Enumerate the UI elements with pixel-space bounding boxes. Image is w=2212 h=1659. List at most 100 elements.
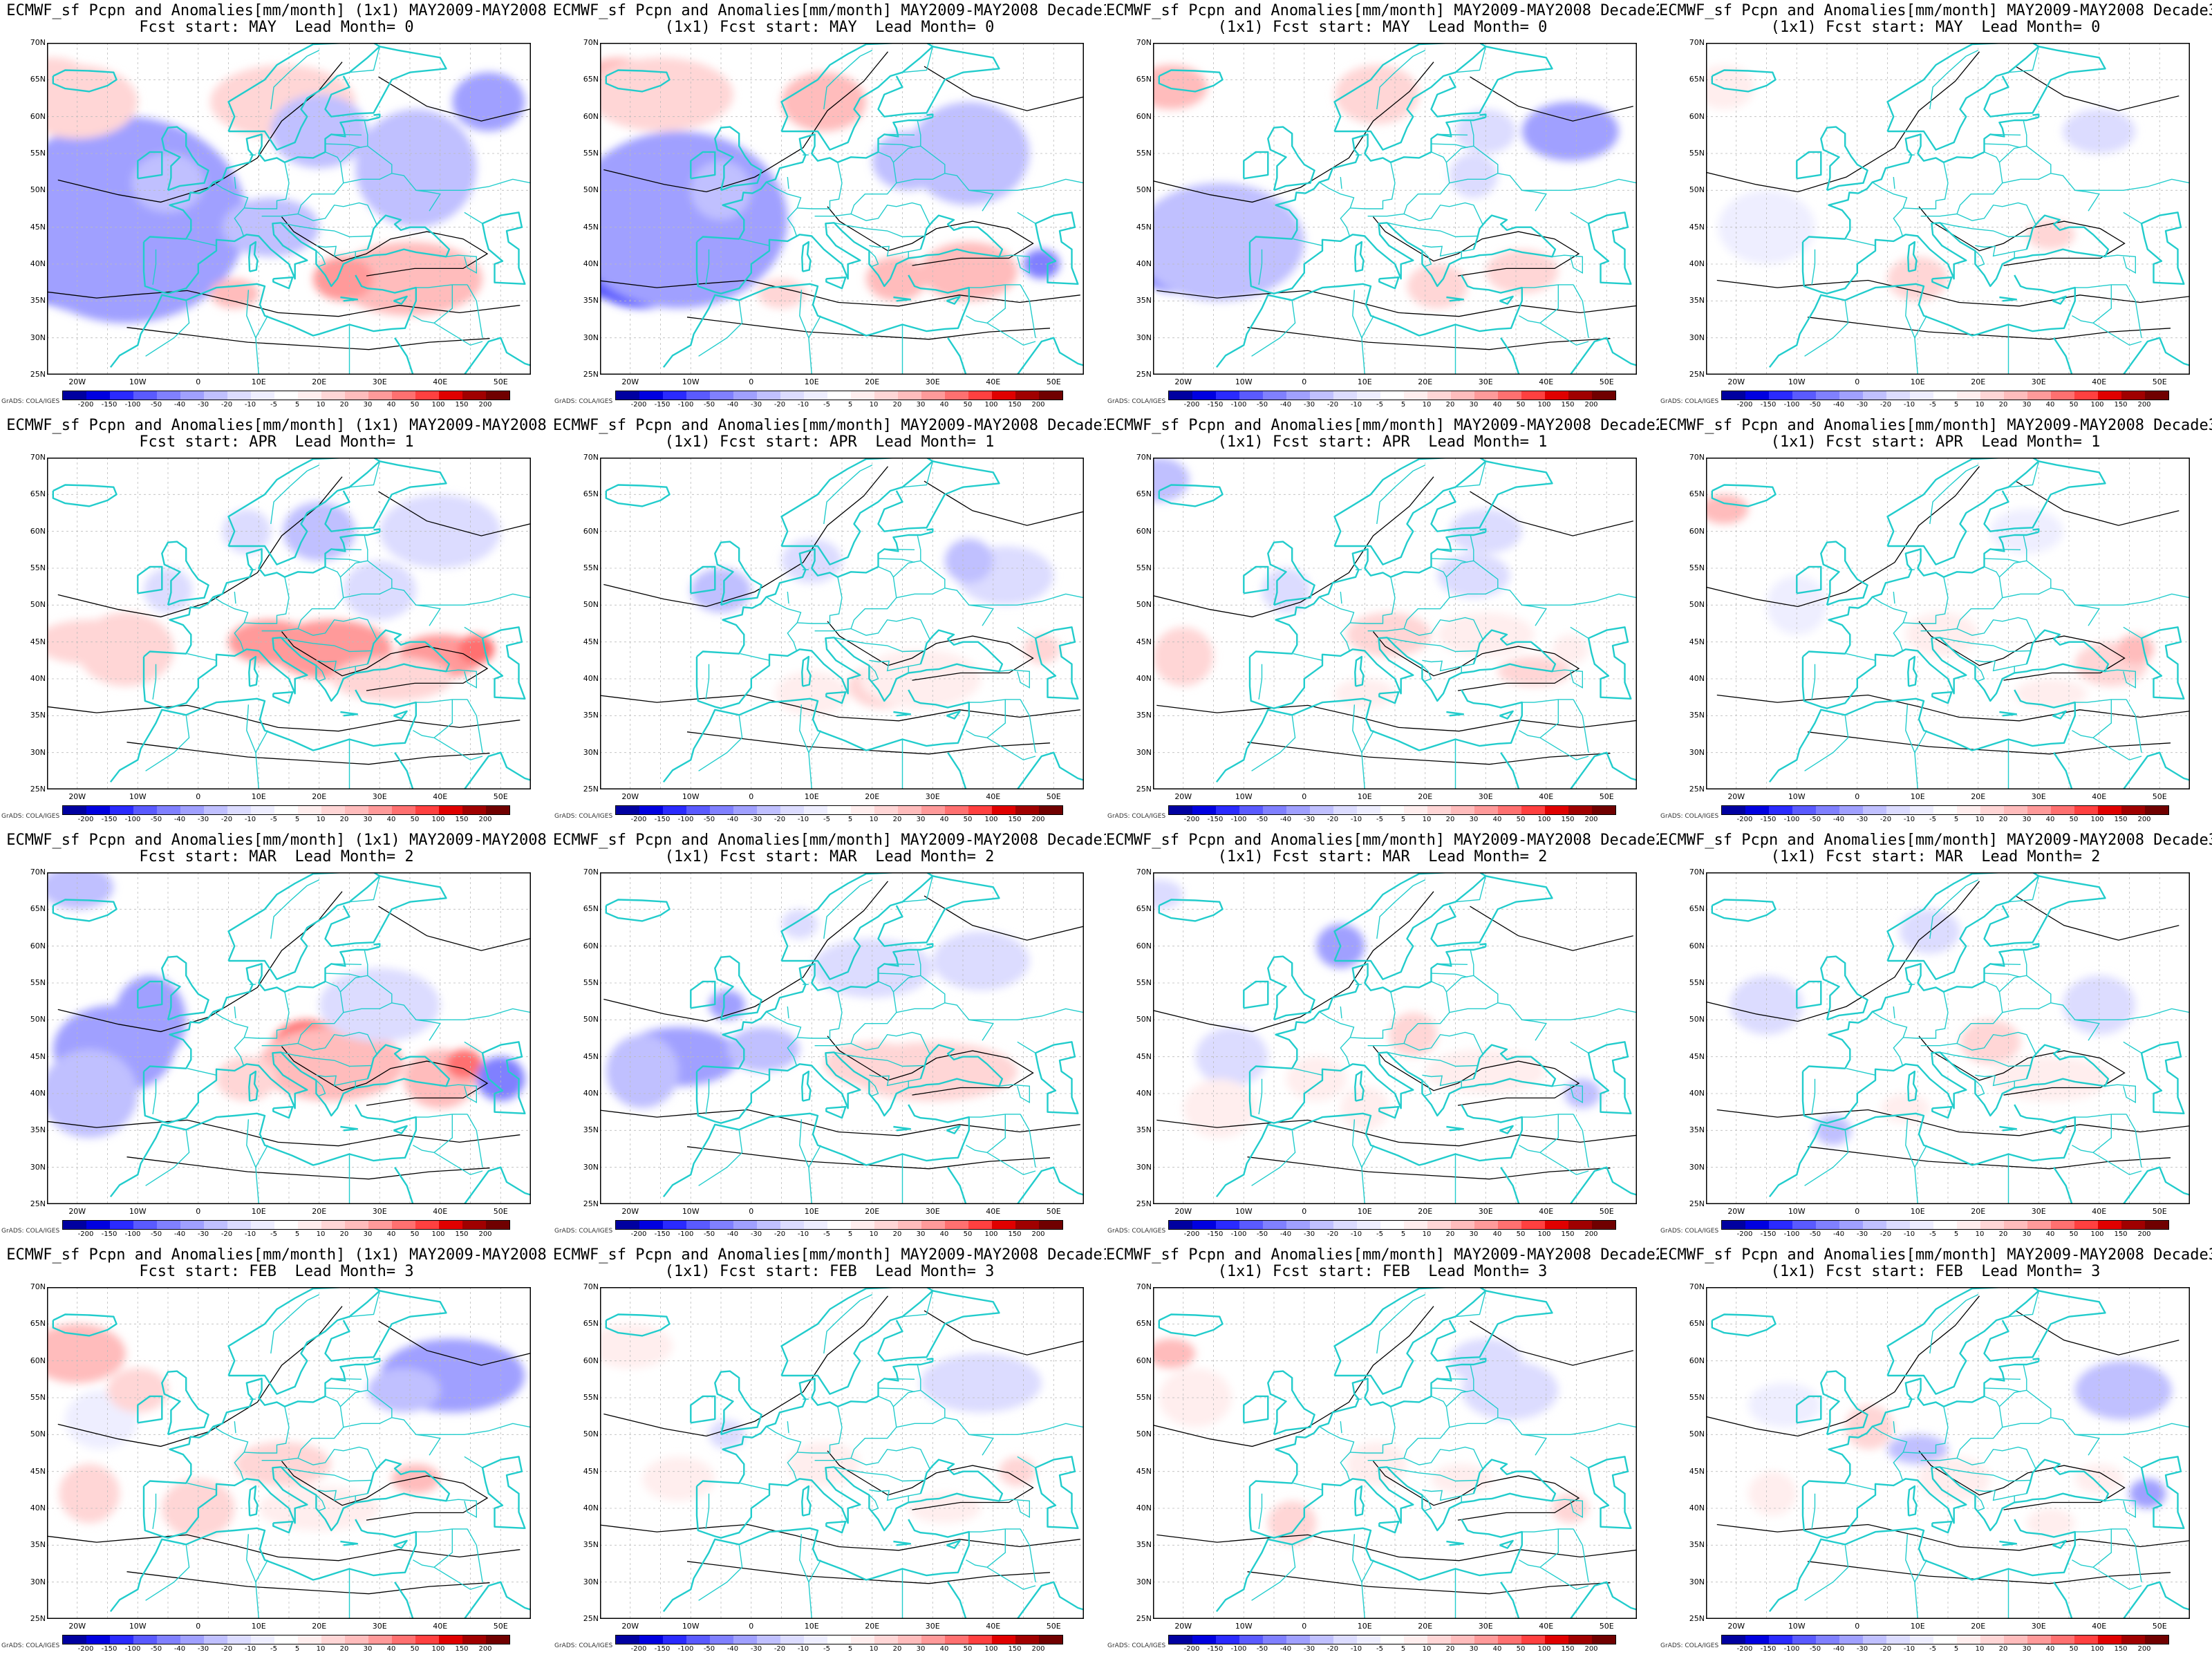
colorbar-swatch bbox=[133, 1221, 157, 1229]
coastline bbox=[324, 1290, 447, 1362]
colorbar-swatch bbox=[1263, 391, 1286, 400]
colorbar-label: -100 bbox=[124, 1230, 141, 1238]
longitude-tick-label: 50E bbox=[1046, 1207, 1061, 1216]
coastline bbox=[463, 1581, 531, 1619]
coastline bbox=[1243, 151, 1269, 180]
latitude-tick-label: 35N bbox=[583, 1540, 599, 1550]
border-line bbox=[187, 653, 217, 661]
latitude-tick-label: 25N bbox=[583, 370, 599, 379]
colorbar-label: 150 bbox=[1008, 1230, 1022, 1238]
coastline bbox=[272, 1521, 294, 1534]
coastline bbox=[393, 1125, 408, 1134]
colorbar-swatch bbox=[1310, 1221, 1333, 1229]
colorbar-label: -150 bbox=[654, 816, 671, 823]
coastline bbox=[1802, 116, 2039, 243]
border-line bbox=[823, 470, 861, 525]
border-line bbox=[270, 55, 308, 110]
longitude-tick-label: 20W bbox=[621, 1207, 639, 1216]
anomaly-area bbox=[355, 109, 477, 227]
colorbar-swatch bbox=[2098, 806, 2121, 814]
coastline bbox=[1430, 46, 1553, 118]
border-line bbox=[2002, 173, 2100, 212]
colorbar-swatch bbox=[1910, 1635, 1933, 1644]
colorbar-swatch bbox=[368, 806, 392, 814]
latitude-tick-label: 50N bbox=[583, 1015, 599, 1024]
latitude-tick-label: 45N bbox=[1689, 1466, 1705, 1476]
border-line bbox=[896, 173, 994, 212]
colorbar-swatch bbox=[686, 806, 710, 814]
colorbar-swatch bbox=[1263, 1221, 1286, 1229]
coastline bbox=[1016, 1581, 1084, 1619]
latitude-tick-label: 65N bbox=[583, 489, 599, 499]
colorbar-label: -5 bbox=[1376, 816, 1383, 823]
border-line bbox=[1422, 1489, 1474, 1501]
coastline bbox=[137, 980, 163, 1009]
precipitation-contours bbox=[1706, 51, 2190, 340]
coastlines bbox=[605, 43, 1084, 375]
coastline bbox=[926, 528, 934, 532]
colorbar-label: 150 bbox=[2114, 401, 2128, 409]
coastline bbox=[373, 1358, 381, 1362]
border-line bbox=[270, 470, 308, 525]
border-line bbox=[415, 1423, 531, 1436]
border-line bbox=[1403, 1031, 1483, 1054]
map-frame bbox=[47, 43, 531, 375]
coastline bbox=[926, 1358, 934, 1362]
border-line bbox=[920, 560, 946, 588]
latitude-tick-label: 50N bbox=[1689, 1015, 1705, 1024]
coastline bbox=[227, 43, 381, 151]
longitude-tick-label: 20E bbox=[865, 792, 880, 801]
map-area bbox=[1153, 872, 1637, 1204]
coastline bbox=[696, 531, 933, 657]
colorbar-swatch bbox=[1039, 1635, 1062, 1644]
latitude-tick-label: 35N bbox=[1689, 1540, 1705, 1550]
colorbar-swatch bbox=[1474, 1221, 1498, 1229]
anomaly-area bbox=[872, 131, 945, 191]
colorbar-swatch bbox=[827, 391, 851, 400]
coastline bbox=[1158, 69, 1224, 93]
longitude-tick-label: 20W bbox=[68, 1207, 86, 1216]
colorbar-label: 40 bbox=[1492, 1645, 1502, 1653]
colorbar-label: 100 bbox=[984, 816, 998, 823]
country-borders bbox=[145, 876, 531, 1204]
longitude-tick-label: 50E bbox=[493, 1622, 508, 1631]
coastline bbox=[2140, 626, 2185, 700]
border-line bbox=[850, 1446, 930, 1469]
colorbar-swatch bbox=[1333, 806, 1357, 814]
coastline bbox=[1569, 1581, 1637, 1619]
border-line bbox=[968, 284, 1021, 288]
colorbar-swatch bbox=[757, 1635, 780, 1644]
colorbar-swatch bbox=[110, 806, 133, 814]
contour-line bbox=[924, 66, 1084, 111]
colorbar-swatch bbox=[1286, 1221, 1310, 1229]
colorbar-label: 200 bbox=[478, 816, 492, 823]
grads-credit: GrADS: COLA/IGES bbox=[1660, 398, 1719, 405]
panel-title-line2: (1x1) Fcst start: FEB Lead Month= 3 bbox=[664, 1263, 995, 1280]
colorbar-label: -20 bbox=[221, 401, 233, 409]
colorbar-swatch bbox=[921, 806, 945, 814]
coastline bbox=[1983, 875, 2106, 947]
coastline bbox=[1378, 1521, 1400, 1534]
panel-title-line2: (1x1) Fcst start: APR Lead Month= 1 bbox=[664, 433, 995, 451]
coastline bbox=[109, 1104, 417, 1198]
latitude-tick-label: 25N bbox=[1136, 370, 1152, 379]
colorbar-swatch bbox=[1957, 391, 1980, 400]
border-line bbox=[261, 981, 344, 1047]
latitude-tick-label: 30N bbox=[583, 332, 599, 342]
border-line bbox=[145, 1544, 190, 1601]
colorbar-label: -20 bbox=[774, 1645, 786, 1653]
colorbar-label: -200 bbox=[630, 1645, 647, 1653]
contour-line bbox=[47, 290, 521, 317]
coastline bbox=[1249, 531, 1486, 657]
coastline bbox=[2140, 1456, 2185, 1529]
border-line bbox=[1539, 1152, 1589, 1176]
colorbar-swatch bbox=[1886, 1635, 1910, 1644]
colorbar-swatch bbox=[804, 391, 827, 400]
colorbar-label: -50 bbox=[1809, 816, 1821, 823]
border-line bbox=[2092, 1152, 2142, 1176]
colorbar-label: -30 bbox=[197, 1230, 209, 1238]
latitude-tick-label: 30N bbox=[1689, 1162, 1705, 1172]
colorbar-label: 10 bbox=[1975, 1230, 1985, 1238]
colorbar-label: 150 bbox=[455, 1645, 469, 1653]
border-line bbox=[1872, 1011, 1908, 1066]
